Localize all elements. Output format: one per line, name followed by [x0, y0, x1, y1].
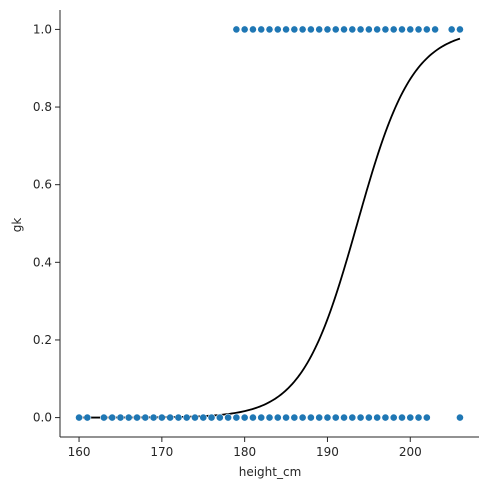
scatter-point-gk0	[75, 413, 83, 422]
scatter-point-gk0	[124, 413, 133, 422]
scatter-point-gk0	[298, 413, 307, 422]
scatter-point-gk0	[83, 413, 92, 422]
scatter-point-gk0	[215, 413, 224, 422]
x-tick-label: 190	[316, 445, 339, 459]
scatter-point-gk0	[356, 413, 365, 422]
scatter-point-gk1	[331, 25, 340, 34]
y-tick-label: 0.2	[33, 333, 52, 347]
scatter-point-gk1	[348, 25, 357, 34]
x-axis-label: height_cm	[239, 465, 302, 479]
scatter-point-gk1	[249, 25, 257, 34]
x-tick-label: 170	[150, 445, 173, 459]
scatter-point-gk0	[257, 413, 266, 422]
scatter-point-gk0	[232, 413, 241, 422]
scatter-point-gk1	[290, 25, 299, 34]
scatter-point-gk0	[348, 413, 357, 422]
scatter-point-gk1	[422, 25, 431, 34]
y-tick-label: 0.6	[33, 178, 52, 192]
scatter-point-gk0	[199, 413, 208, 422]
x-tick-label: 180	[233, 445, 256, 459]
scatter-point-gk0	[307, 413, 315, 422]
scatter-point-gk1	[240, 25, 249, 34]
scatter-point-gk1	[298, 25, 307, 34]
scatter-point-gk0	[340, 413, 348, 422]
scatter-point-gk1	[389, 25, 398, 34]
scatter-point-gk1	[340, 25, 348, 34]
y-tick-label: 0.4	[33, 255, 52, 269]
scatter-points-layer	[75, 25, 464, 422]
scatter-point-gk0	[389, 413, 398, 422]
scatter-point-gk0	[290, 413, 299, 422]
scatter-point-gk1	[456, 25, 464, 34]
x-tick-label: 160	[68, 445, 91, 459]
scatter-point-gk0	[398, 413, 406, 422]
scatter-point-gk0	[323, 413, 332, 422]
scatter-point-gk0	[414, 413, 423, 422]
scatter-point-gk0	[240, 413, 249, 422]
scatter-point-gk0	[422, 413, 431, 422]
scatter-point-gk0	[174, 413, 183, 422]
scatter-point-gk0	[273, 413, 282, 422]
scatter-point-gk0	[149, 413, 158, 422]
scatter-point-gk1	[447, 25, 456, 34]
scatter-point-gk0	[265, 413, 274, 422]
scatter-point-gk1	[373, 25, 382, 34]
scatter-point-gk1	[273, 25, 282, 34]
scatter-point-gk0	[282, 413, 290, 422]
scatter-point-gk1	[323, 25, 332, 34]
y-tick-label: 0.8	[33, 100, 52, 114]
scatter-point-gk0	[116, 413, 125, 422]
scatter-point-gk1	[406, 25, 415, 34]
scatter-point-gk1	[232, 25, 241, 34]
scatter-point-gk1	[414, 25, 423, 34]
scatter-point-gk1	[431, 25, 440, 34]
scatter-point-gk0	[99, 413, 108, 422]
scatter-point-gk1	[282, 25, 290, 34]
x-tick-label: 200	[399, 445, 422, 459]
scatter-point-gk0	[182, 413, 191, 422]
scatter-point-gk0	[141, 413, 150, 422]
scatter-point-gk0	[157, 413, 166, 422]
scatter-point-gk1	[356, 25, 365, 34]
scatter-point-gk1	[265, 25, 274, 34]
scatter-point-gk0	[249, 413, 257, 422]
scatter-point-gk0	[364, 413, 373, 422]
axes-layer: 160 170 180 190 200 0.0 0.2 0.4 0.6 0.8 1.0	[33, 10, 479, 459]
scatter-point-gk0	[315, 413, 324, 422]
scatter-point-gk1	[398, 25, 406, 34]
scatter-point-gk1	[307, 25, 315, 34]
y-tick-label: 1.0	[33, 22, 52, 36]
scatter-point-gk1	[381, 25, 390, 34]
logistic-curve-layer	[79, 37, 461, 419]
scatter-point-gk0	[331, 413, 340, 422]
scatter-point-gk0	[381, 413, 390, 422]
scatter-point-gk0	[224, 413, 232, 422]
scatter-point-gk0	[166, 413, 175, 422]
scatter-point-gk0	[191, 413, 199, 422]
logistic-fit-line	[79, 37, 461, 419]
scatter-point-gk0	[133, 413, 141, 422]
scatter-point-gk1	[315, 25, 324, 34]
scatter-point-gk0	[373, 413, 382, 422]
scatter-point-gk1	[364, 25, 373, 34]
scatter-point-gk0	[108, 413, 117, 422]
y-tick-label: 0.0	[33, 411, 52, 425]
scatter-point-gk1	[257, 25, 266, 34]
y-axis-label: gk	[10, 218, 24, 233]
scatter-point-gk0	[207, 413, 216, 422]
scatter-point-gk0	[406, 413, 415, 422]
scatter-point-gk0	[456, 413, 464, 422]
